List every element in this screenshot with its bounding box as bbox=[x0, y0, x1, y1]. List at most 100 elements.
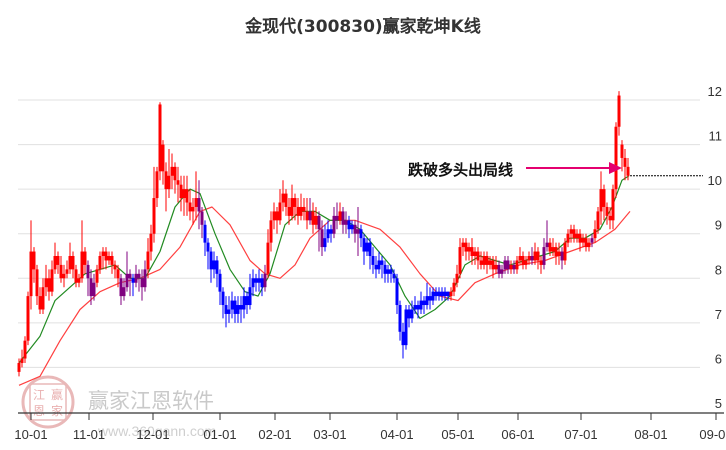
candle-body bbox=[443, 291, 447, 297]
candle-body bbox=[17, 362, 21, 372]
y-tick-label: 10 bbox=[708, 173, 722, 188]
candle-body bbox=[218, 273, 222, 292]
candle-body bbox=[377, 260, 381, 270]
x-tick-label: 01-01 bbox=[203, 427, 236, 442]
candle-body bbox=[134, 273, 138, 283]
candle-body bbox=[374, 264, 378, 270]
candle-body bbox=[23, 340, 27, 359]
candle-body bbox=[233, 300, 237, 314]
candle-body bbox=[212, 260, 216, 270]
annotation: 跌破多头出局线 bbox=[408, 161, 622, 179]
annotation-arrowhead bbox=[609, 162, 622, 174]
candle-body bbox=[38, 296, 42, 310]
ma-short-line bbox=[18, 175, 630, 364]
watermark-logo-ring bbox=[21, 375, 75, 429]
candle-body bbox=[533, 251, 537, 261]
candle-body bbox=[299, 206, 303, 216]
candle-body bbox=[170, 166, 174, 176]
candle-body bbox=[116, 269, 120, 279]
candle-body bbox=[590, 238, 594, 243]
watermark-logo-box bbox=[29, 383, 67, 421]
candle-body bbox=[155, 171, 159, 199]
candle-body bbox=[380, 260, 384, 265]
candle-body bbox=[602, 189, 606, 207]
candle-body bbox=[548, 242, 552, 252]
candle-body bbox=[158, 104, 162, 172]
candle-body bbox=[332, 215, 336, 234]
candle-body bbox=[326, 229, 330, 239]
candle-body bbox=[248, 287, 252, 306]
candle-body bbox=[329, 229, 333, 234]
candle-body bbox=[137, 273, 141, 279]
candle-body bbox=[188, 202, 192, 212]
candle-body bbox=[347, 220, 351, 230]
candle-body bbox=[344, 220, 348, 225]
candle-body bbox=[239, 305, 243, 310]
candle-body bbox=[341, 211, 345, 225]
candle-body bbox=[539, 260, 543, 265]
candle-body bbox=[179, 184, 183, 199]
candles bbox=[17, 91, 630, 377]
candle-body bbox=[455, 273, 459, 283]
candle-body bbox=[368, 242, 372, 256]
candle-body bbox=[557, 251, 561, 256]
x-tick-label: 05-01 bbox=[441, 427, 474, 442]
candle-body bbox=[605, 206, 609, 216]
candle-body bbox=[182, 189, 186, 199]
candle-body bbox=[305, 211, 309, 221]
candle-body bbox=[563, 242, 567, 261]
candle-body bbox=[491, 260, 495, 270]
candle-body bbox=[401, 331, 405, 346]
candle-body bbox=[407, 309, 411, 319]
candle-body bbox=[77, 278, 81, 283]
candle-body bbox=[227, 309, 231, 314]
candle-body bbox=[509, 264, 513, 270]
x-tick-label: 07-01 bbox=[564, 427, 597, 442]
candle-body bbox=[611, 189, 615, 221]
candle-body bbox=[383, 264, 387, 274]
candle-body bbox=[104, 251, 108, 261]
x-tick-label: 04-01 bbox=[380, 427, 413, 442]
candle-body bbox=[143, 269, 147, 288]
candle-body bbox=[260, 278, 264, 288]
candle-body bbox=[254, 278, 258, 283]
candle-body bbox=[320, 229, 324, 248]
candle-body bbox=[62, 273, 66, 279]
candle-body bbox=[458, 247, 462, 274]
candle-body bbox=[494, 264, 498, 270]
candle-body bbox=[266, 242, 270, 274]
chart-title: 金现代(300830)赢家乾坤K线 bbox=[245, 17, 481, 37]
candle-body bbox=[269, 220, 273, 243]
candle-body bbox=[512, 264, 516, 270]
candle-body bbox=[146, 251, 150, 270]
candle-body bbox=[545, 242, 549, 248]
candle-body bbox=[140, 278, 144, 288]
candle-body bbox=[272, 211, 276, 221]
watermark-logo-char: 赢 bbox=[51, 387, 63, 402]
candle-body bbox=[371, 256, 375, 265]
candle-body bbox=[584, 238, 588, 248]
candle-body bbox=[206, 242, 210, 252]
candle-body bbox=[572, 229, 576, 239]
candle-body bbox=[191, 206, 195, 212]
watermark: 江 赢 恩 家 赢家江恩软件 www.360gann.com bbox=[21, 375, 216, 439]
candle-body bbox=[446, 291, 450, 297]
candle-body bbox=[596, 211, 600, 230]
candle-body bbox=[614, 126, 618, 190]
candle-body bbox=[497, 264, 501, 274]
candle-body bbox=[578, 233, 582, 243]
candle-body bbox=[113, 264, 117, 270]
candle-body bbox=[554, 247, 558, 256]
candle-body bbox=[251, 278, 255, 288]
y-axis: 5 6 7 8 9 10 11 12 bbox=[708, 84, 722, 411]
candle-body bbox=[257, 278, 261, 283]
candle-body bbox=[464, 242, 468, 252]
candle-body bbox=[335, 215, 339, 221]
candle-body bbox=[416, 305, 420, 310]
watermark-brand-text: 赢家江恩软件 bbox=[88, 389, 214, 413]
candle-body bbox=[230, 300, 234, 310]
candle-body bbox=[392, 273, 396, 279]
x-axis: 10-01 11-01 12-01 01-01 02-01 03-01 04-01 05-01… bbox=[14, 412, 726, 442]
y-tick-label: 11 bbox=[709, 129, 723, 144]
candle-body bbox=[41, 287, 45, 310]
